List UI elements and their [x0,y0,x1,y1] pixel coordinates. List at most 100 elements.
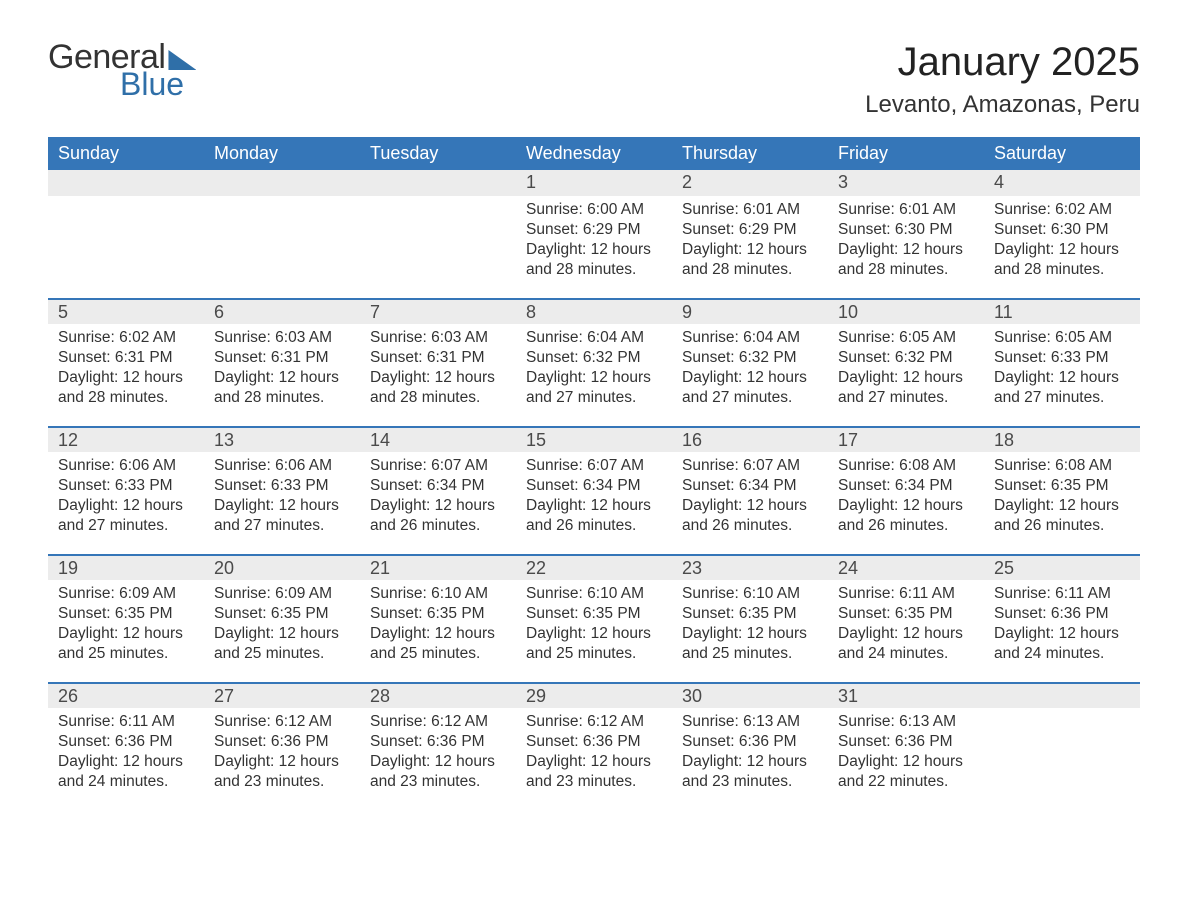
sunrise-line: Sunrise: 6:12 AM [526,712,662,732]
day-details: Sunrise: 6:07 AMSunset: 6:34 PMDaylight:… [516,452,672,543]
daylight-line: Daylight: 12 hours and 25 minutes. [58,624,194,664]
sunset-line: Sunset: 6:35 PM [838,604,974,624]
day-number: 23 [672,554,828,580]
day-details: Sunrise: 6:08 AMSunset: 6:34 PMDaylight:… [828,452,984,543]
calendar-day-cell: 23 Sunrise: 6:10 AMSunset: 6:35 PMDayligh… [672,554,828,682]
calendar-day-cell: 21Sunrise: 6:10 AMSunset: 6:35 PMDayligh… [360,554,516,682]
sunset-line: Sunset: 6:35 PM [682,604,818,624]
daylight-line: Daylight: 12 hours and 25 minutes. [214,624,350,664]
sunrise-line: Sunrise: 6:02 AM [58,328,194,348]
day-number: 16 [672,426,828,452]
daylight-line: Daylight: 12 hours and 27 minutes. [214,496,350,536]
sunset-line: Sunset: 6:34 PM [682,476,818,496]
weekday-header: Friday [828,137,984,170]
sunset-line: Sunset: 6:34 PM [526,476,662,496]
logo: General Blue [48,40,196,100]
calendar-day-cell [360,170,516,298]
daylight-line: Daylight: 12 hours and 22 minutes. [838,752,974,792]
daylight-line: Daylight: 12 hours and 27 minutes. [58,496,194,536]
sunset-line: Sunset: 6:36 PM [994,604,1130,624]
day-details: Sunrise: 6:09 AMSunset: 6:35 PMDaylight:… [204,580,360,671]
calendar-day-cell: 22Sunrise: 6:10 AMSunset: 6:35 PMDayligh… [516,554,672,682]
sunrise-line: Sunrise: 6:13 AM [838,712,974,732]
day-number: 18 [984,426,1140,452]
calendar-week-row: 19Sunrise: 6:09 AMSunset: 6:35 PMDayligh… [48,554,1140,682]
sunset-line: Sunset: 6:32 PM [526,348,662,368]
sunset-line: Sunset: 6:35 PM [994,476,1130,496]
day-details: Sunrise: 6:03 AMSunset: 6:31 PMDaylight:… [204,324,360,415]
daylight-line: Daylight: 12 hours and 28 minutes. [838,240,974,280]
day-details: Sunrise: 6:13 AMSunset: 6:36 PMDaylight:… [672,708,828,799]
sunrise-line: Sunrise: 6:08 AM [838,456,974,476]
sunrise-line: Sunrise: 6:09 AM [58,584,194,604]
sunset-line: Sunset: 6:35 PM [370,604,506,624]
calendar-day-cell: 10Sunrise: 6:05 AMSunset: 6:32 PMDayligh… [828,298,984,426]
day-details: Sunrise: 6:04 AMSunset: 6:32 PMDaylight:… [516,324,672,415]
calendar-day-cell: 9Sunrise: 6:04 AMSunset: 6:32 PMDaylight… [672,298,828,426]
calendar-day-cell: 26Sunrise: 6:11 AMSunset: 6:36 PMDayligh… [48,682,204,810]
sunrise-line: Sunrise: 6:01 AM [682,200,818,220]
sunrise-line: Sunrise: 6:10 AM [682,584,818,604]
daylight-line: Daylight: 12 hours and 26 minutes. [682,496,818,536]
daylight-line: Daylight: 12 hours and 25 minutes. [526,624,662,664]
weekday-header: Wednesday [516,137,672,170]
daylight-line: Daylight: 12 hours and 23 minutes. [526,752,662,792]
sunset-line: Sunset: 6:36 PM [838,732,974,752]
sunset-line: Sunset: 6:36 PM [214,732,350,752]
day-details: Sunrise: 6:02 AMSunset: 6:31 PMDaylight:… [48,324,204,415]
sunrise-line: Sunrise: 6:06 AM [214,456,350,476]
calendar-day-cell: 13Sunrise: 6:06 AMSunset: 6:33 PMDayligh… [204,426,360,554]
day-number: 25 [984,554,1140,580]
day-details: Sunrise: 6:11 AMSunset: 6:36 PMDaylight:… [984,580,1140,671]
calendar-table: SundayMondayTuesdayWednesdayThursdayFrid… [48,137,1140,810]
sunset-line: Sunset: 6:31 PM [214,348,350,368]
day-number [360,170,516,196]
calendar-day-cell: 11Sunrise: 6:05 AMSunset: 6:33 PMDayligh… [984,298,1140,426]
sunset-line: Sunset: 6:36 PM [370,732,506,752]
calendar-day-cell: 8Sunrise: 6:04 AMSunset: 6:32 PMDaylight… [516,298,672,426]
weekday-header: Tuesday [360,137,516,170]
day-number: 14 [360,426,516,452]
day-number: 30 [672,682,828,708]
calendar-day-cell [984,682,1140,810]
sunrise-line: Sunrise: 6:10 AM [370,584,506,604]
day-number: 8 [516,298,672,324]
sunrise-line: Sunrise: 6:11 AM [58,712,194,732]
day-number [984,682,1140,708]
daylight-line: Daylight: 12 hours and 26 minutes. [838,496,974,536]
day-number: 17 [828,426,984,452]
daylight-line: Daylight: 12 hours and 28 minutes. [370,368,506,408]
calendar-day-cell: 5Sunrise: 6:02 AMSunset: 6:31 PMDaylight… [48,298,204,426]
sunrise-line: Sunrise: 6:02 AM [994,200,1130,220]
daylight-line: Daylight: 12 hours and 28 minutes. [682,240,818,280]
weekday-header: Saturday [984,137,1140,170]
day-details: Sunrise: 6:06 AMSunset: 6:33 PMDaylight:… [204,452,360,543]
weekday-header: Thursday [672,137,828,170]
day-number: 12 [48,426,204,452]
sunset-line: Sunset: 6:35 PM [526,604,662,624]
calendar-day-cell: 3Sunrise: 6:01 AMSunset: 6:30 PMDaylight… [828,170,984,298]
sunrise-line: Sunrise: 6:10 AM [526,584,662,604]
day-number: 24 [828,554,984,580]
day-details: Sunrise: 6:12 AMSunset: 6:36 PMDaylight:… [204,708,360,799]
day-details: Sunrise: 6:01 AMSunset: 6:30 PMDaylight:… [828,196,984,287]
calendar-week-row: 26Sunrise: 6:11 AMSunset: 6:36 PMDayligh… [48,682,1140,810]
day-details: Sunrise: 6:07 AMSunset: 6:34 PMDaylight:… [360,452,516,543]
day-details: Sunrise: 6:11 AMSunset: 6:35 PMDaylight:… [828,580,984,671]
daylight-line: Daylight: 12 hours and 23 minutes. [214,752,350,792]
day-number: 20 [204,554,360,580]
header-bar: General Blue January 2025 Levanto, Amazo… [48,40,1140,119]
day-number [204,170,360,196]
calendar-day-cell: 24Sunrise: 6:11 AMSunset: 6:35 PMDayligh… [828,554,984,682]
day-number: 3 [828,170,984,196]
calendar-day-cell [204,170,360,298]
day-number: 13 [204,426,360,452]
daylight-line: Daylight: 12 hours and 25 minutes. [682,624,818,664]
sunset-line: Sunset: 6:35 PM [58,604,194,624]
day-details: Sunrise: 6:10 AMSunset: 6:35 PMDaylight:… [516,580,672,671]
sunrise-line: Sunrise: 6:08 AM [994,456,1130,476]
sunset-line: Sunset: 6:30 PM [838,220,974,240]
day-number: 27 [204,682,360,708]
sunrise-line: Sunrise: 6:13 AM [682,712,818,732]
day-number: 19 [48,554,204,580]
